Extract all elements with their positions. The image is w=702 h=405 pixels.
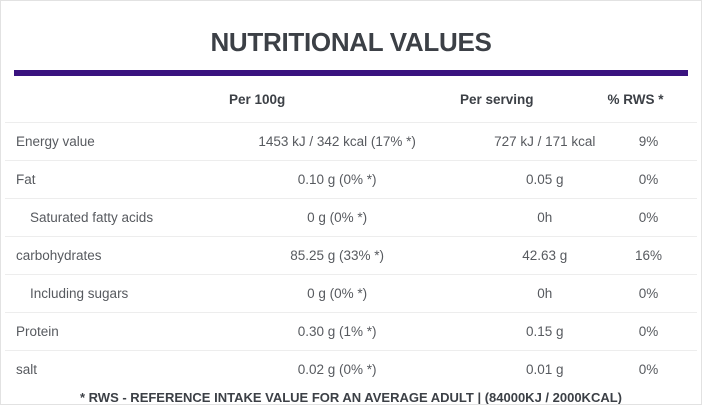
row-label: Energy value — [5, 122, 185, 161]
row-label: salt — [16, 362, 38, 377]
value-per-100g: 0 g (0% *) — [184, 274, 490, 313]
table-row: Fat 0.10 g (0% *) 0.05 g 0% — [5, 160, 697, 199]
footnote: * RWS - REFERENCE INTAKE VALUE FOR AN AV… — [79, 390, 622, 405]
value-rws: 0% — [600, 198, 697, 237]
column-header-rws: % RWS * — [600, 76, 697, 123]
value-rws: 0% — [600, 274, 697, 313]
value-per-serving: 0.05 g — [489, 160, 601, 199]
value-rws: 9% — [600, 122, 697, 161]
value-per-100g: 0.10 g (0% *) — [184, 160, 490, 199]
row-label: carbohydrates — [5, 236, 185, 275]
table-row: salt 0.02 g (0% *) 0.01 g 0% — [5, 351, 697, 389]
value-rws: 0% — [600, 160, 697, 199]
table-row: carbohydrates 85.25 g (33% *) 42.63 g 16… — [5, 236, 697, 275]
accent-divider — [14, 70, 688, 76]
value-per-serving: 0.15 g — [489, 312, 601, 351]
value-per-serving: 0.01 g — [525, 362, 564, 377]
header-row: Per 100g Per serving % RWS * — [5, 76, 697, 123]
column-header-per-serving: Per serving — [460, 76, 601, 123]
nutrition-table: Per 100g Per serving % RWS * Energy valu… — [5, 76, 697, 388]
column-header-per-100g-label: Per 100g — [228, 91, 286, 107]
value-per-serving: 0h — [489, 198, 601, 237]
table-row: Including sugars 0 g (0% *) 0h 0% — [5, 274, 697, 313]
value-rws: 16% — [600, 236, 697, 275]
value-per-100g: 0 g (0% *) — [184, 198, 490, 237]
value-per-100g: 0.02 g (0% *) — [297, 362, 377, 377]
value-per-serving: 0h — [489, 274, 601, 313]
value-per-100g: 85.25 g (33% *) — [184, 236, 490, 275]
value-per-100g: 0.30 g (1% *) — [184, 312, 490, 351]
table-row: Protein 0.30 g (1% *) 0.15 g 0% — [5, 312, 697, 351]
column-header-per-serving-label: Per serving — [459, 91, 534, 107]
value-per-serving: 727 kJ / 171 kcal — [489, 122, 601, 161]
page-title: NUTRITIONAL VALUES — [210, 27, 492, 57]
row-label: Including sugars — [5, 274, 185, 313]
row-label: Fat — [5, 160, 185, 199]
row-label: Saturated fatty acids — [5, 198, 185, 237]
value-per-100g: 1453 kJ / 342 kcal (17% *) — [184, 122, 490, 161]
value-rws: 0% — [638, 362, 659, 377]
value-per-serving: 42.63 g — [489, 236, 601, 275]
column-header-rws-label: % RWS * — [607, 91, 664, 107]
table-row: Energy value 1453 kJ / 342 kcal (17% *) … — [5, 122, 697, 161]
row-label: Protein — [5, 312, 185, 351]
column-header-per-100g: Per 100g — [184, 76, 490, 123]
table-row: Saturated fatty acids 0 g (0% *) 0h 0% — [5, 198, 697, 237]
value-rws: 0% — [600, 312, 697, 351]
column-header-empty — [5, 76, 185, 123]
